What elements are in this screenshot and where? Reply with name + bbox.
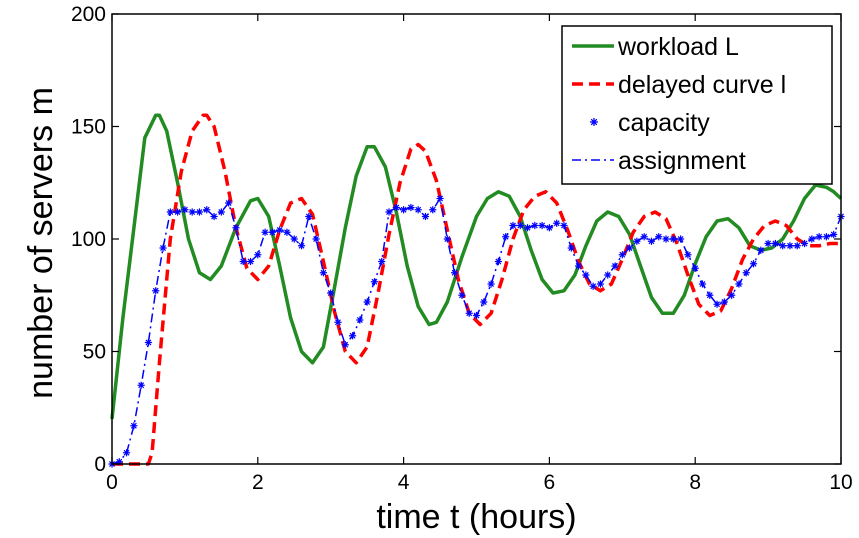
x-tick-label: 6	[544, 471, 556, 494]
capacity-point	[443, 235, 451, 243]
capacity-point	[319, 269, 328, 277]
capacity-point	[166, 208, 174, 216]
legend-swatch-capacity	[590, 118, 598, 126]
y-tick-label: 200	[71, 3, 106, 26]
legend-label: assignment	[618, 147, 746, 175]
series-layer	[108, 113, 845, 468]
legend-box	[561, 25, 833, 185]
capacity-point	[254, 251, 262, 259]
capacity-point	[786, 242, 794, 250]
y-tick-label: 100	[71, 228, 106, 251]
legend-label: capacity	[618, 109, 710, 137]
capacity-point	[487, 280, 495, 288]
y-tick-label: 50	[83, 341, 106, 364]
capacity-point	[516, 221, 524, 230]
y-axis-title: number of servers m	[22, 87, 60, 399]
capacity-point	[662, 235, 670, 243]
legend-item-delayed-curve-l: delayed curve l	[572, 71, 786, 99]
legend-label: delayed curve l	[618, 71, 786, 99]
capacity-point	[436, 194, 444, 203]
x-tick-label: 4	[398, 471, 410, 494]
capacity-point	[232, 224, 240, 232]
x-axis-title: time t (hours)	[376, 498, 576, 536]
y-tick-label: 150	[71, 116, 106, 139]
capacity-point	[137, 381, 145, 389]
workload-l-line	[110, 113, 843, 420]
legend-item-capacity: capacity	[590, 109, 710, 137]
capacity-point	[764, 239, 772, 248]
legend: workload L delayed curve l capacity assignm…	[561, 25, 833, 185]
x-tick-label: 2	[252, 471, 264, 494]
x-tick-label: 8	[689, 471, 701, 494]
x-tick-label: 0	[106, 471, 118, 494]
capacity-point	[327, 289, 335, 297]
y-tick-label: 0	[94, 453, 106, 476]
capacity-point	[480, 298, 488, 306]
assignment-line	[111, 197, 842, 465]
capacity-point	[130, 422, 138, 430]
capacity-point	[144, 338, 153, 347]
capacity-point	[312, 235, 320, 243]
legend-label: workload L	[617, 33, 739, 61]
legend-item-assignment: assignment	[572, 147, 746, 175]
capacity-point	[647, 237, 656, 245]
capacity-point	[239, 257, 247, 266]
capacity-point	[706, 291, 714, 299]
legend-item-workload-l: workload L	[572, 33, 739, 61]
x-tick-label: 10	[829, 471, 852, 494]
capacity-point	[640, 233, 648, 241]
capacity-point	[305, 212, 313, 221]
capacity-point	[815, 233, 823, 241]
legend-items: workload L delayed curve l capacity assignm…	[572, 33, 786, 175]
capacity-point	[684, 251, 692, 259]
